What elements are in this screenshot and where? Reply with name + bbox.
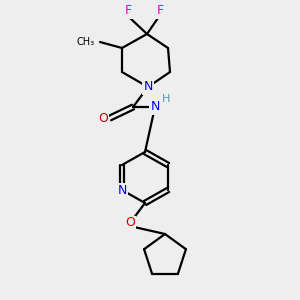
Text: N: N — [150, 100, 160, 113]
Text: CH₃: CH₃ — [77, 37, 95, 47]
Text: O: O — [125, 217, 135, 230]
Text: N: N — [117, 184, 127, 196]
Text: F: F — [156, 4, 164, 17]
Text: N: N — [143, 80, 153, 94]
Text: F: F — [124, 4, 132, 17]
Text: H: H — [162, 94, 170, 104]
Text: O: O — [98, 112, 108, 124]
